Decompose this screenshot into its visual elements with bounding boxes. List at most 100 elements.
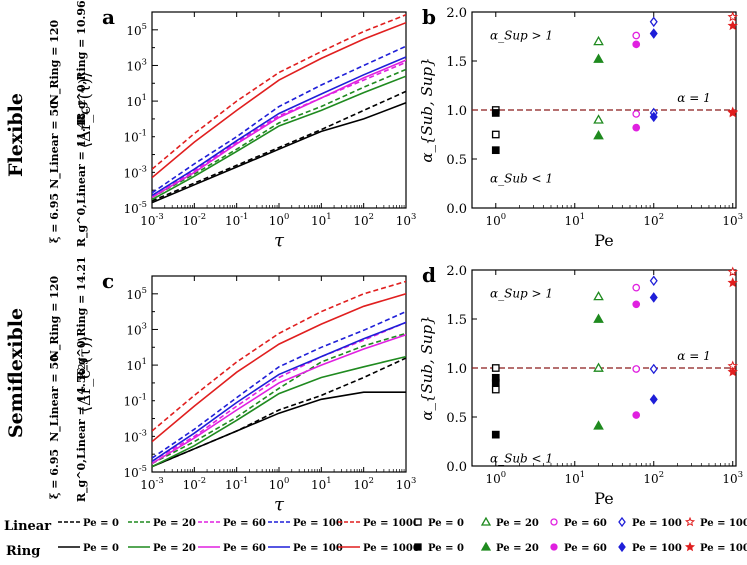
data-point [632,283,641,292]
tick-label: 0.5 [446,411,467,426]
series-line [152,61,406,197]
tick-label: 10-3 [140,475,163,492]
data-point [491,146,500,155]
data-point [414,543,422,551]
annotation: α_Sub < 1 [490,172,553,186]
tick-label: 102 [643,211,664,228]
tick-label: 0.0 [446,202,467,217]
data-point [649,28,658,39]
y-axis-label: ⟨Δr_c²(τ)⟩ [75,72,94,148]
tick-label: 101 [126,92,147,109]
legend-label: Pe = 20 [153,518,196,529]
legend-label: Pe = 20 [153,543,196,554]
series-line [152,310,406,459]
tick-label: 10-2 [183,475,206,492]
data-point [727,11,738,22]
panel-b: b 100 101 102 103 0.0 0.5 1.0 1.5 2.0 Pe α_{Sub, Su… [418,5,743,250]
series-line [152,293,406,443]
tick-label: 103 [722,469,743,486]
series-line [152,102,406,204]
tick-label: 101 [564,211,585,228]
data-point [649,394,658,405]
series-group [152,280,406,468]
legend-label: Pe = 100 [632,543,682,554]
y-axis-label: ⟨Δr_c²(τ)⟩ [75,336,94,412]
data-point [491,385,500,394]
series-line [152,357,406,468]
legend-label: Pe = 100 [293,518,343,529]
tick-label: 10-3 [124,163,147,180]
data-point [632,31,641,40]
tick-label: 101 [311,211,332,228]
legend-label: Pe = 0 [83,518,119,529]
tick-label: 100 [269,475,290,492]
data-point [649,16,658,28]
series-line [152,391,406,468]
data-point [618,541,626,553]
data-point [684,516,696,527]
legend-label: Pe = 60 [564,543,607,554]
panel-letter: d [422,263,436,287]
data-point [491,364,500,372]
data-point [550,518,558,526]
series-line [152,68,406,199]
tick-label: 100 [485,469,506,486]
data-point [593,362,604,372]
data-point [632,411,641,419]
param-rg-linear: R_g^0,Linear = 14.56 [75,368,89,503]
reference-label: α = 1 [677,91,710,105]
tick-label: 1.5 [446,55,467,70]
annotation: α_Sub < 1 [490,452,553,466]
series-line [152,321,406,462]
data-point [632,300,641,309]
data-point [618,516,626,528]
y-axis-label: α_{Sub, Sup} [418,57,436,162]
series-group [152,14,406,204]
data-point [649,363,658,375]
legend-label: Pe = 0 [428,518,464,529]
data-point [550,543,558,551]
data-point [649,292,658,303]
tick-label: 105 [126,285,147,302]
panel-letter: b [422,5,436,29]
series-line [152,21,406,179]
data-point [727,277,738,288]
legend-label: Pe = 1000 [363,518,420,529]
row-title: Flexible [5,93,27,177]
tick-label: 105 [126,21,147,38]
data-point [727,20,738,31]
panel-a: a10-3 10-2 10-1 100 101 102 10310-510-310-1101… [75,5,416,251]
tick-label: 1.0 [446,362,467,377]
tick-label: 10-5 [124,463,147,480]
data-point [480,516,492,526]
param-rg-ring: R_g^0,Ring = 14.21 [75,256,89,379]
data-point [414,518,422,526]
data-point [727,266,738,277]
data-point [649,275,658,287]
data-point [649,111,658,123]
legend-label: Pe = 20 [496,543,539,554]
annotation: α_Sup > 1 [490,286,553,300]
data-point [727,366,738,377]
row-title: Semiflexible [5,308,27,438]
panel-letter: c [102,269,114,293]
series-line [152,332,406,465]
x-axis-label: τ [274,230,285,251]
series-line [152,75,406,201]
tick-label: 102 [353,475,374,492]
panel-d: d 100 101 102 103 0.0 0.5 1.0 1.5 2.0 Pe α_{Sub, Su… [418,263,743,508]
data-point [632,365,641,373]
tick-label: 10-1 [124,392,147,409]
tick-label: 0.5 [446,153,467,168]
row-label-flexible: Flexible ξ = 6.95 N_Linear = 50 N_Ring =… [5,0,89,247]
series-line [152,45,406,194]
panel-c: c10-3 10-2 10-1 100 101 102 10310-510-310-1101… [75,269,416,515]
legend-label: Pe = 60 [564,518,607,529]
panel-letter: a [102,5,115,29]
y-axis-label: α_{Sub, Sup} [418,315,436,420]
series-line [152,334,406,465]
annotation: α_Sup > 1 [490,28,553,42]
series-line [152,56,406,197]
series-line [152,355,406,468]
